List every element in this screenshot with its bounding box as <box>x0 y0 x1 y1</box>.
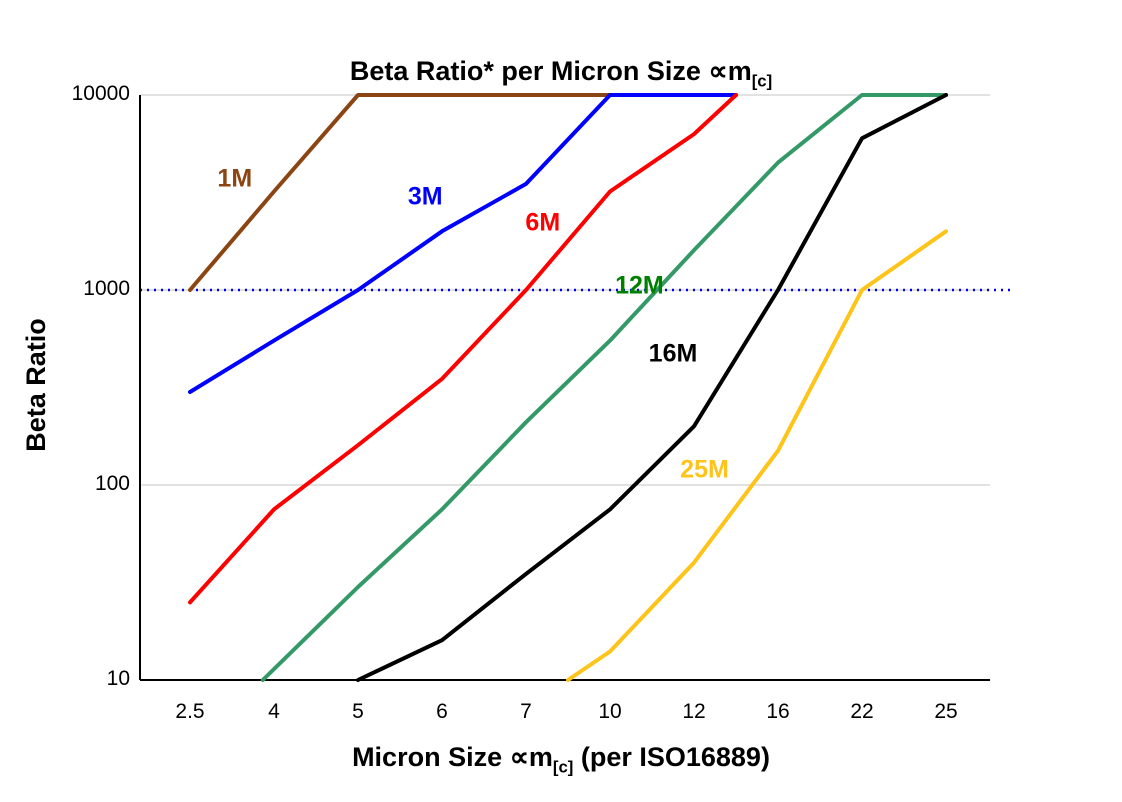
y-tick-100: 100 <box>94 472 130 495</box>
x-tick-22: 22 <box>850 700 874 723</box>
series-line-3M <box>188 93 738 394</box>
micron-symbol: ∝m <box>509 742 553 772</box>
series-label-3M: 3M <box>407 182 443 211</box>
x-tick-12: 12 <box>682 700 706 723</box>
x-tick-25: 25 <box>934 700 958 723</box>
series-line-6M <box>188 93 738 605</box>
x-axis-title-text: Micron Size <box>352 742 510 772</box>
x-axis-title-suffix: (per ISO16889) <box>573 742 770 772</box>
chart-title-text: Beta Ratio* per Micron Size <box>349 56 709 86</box>
series-label-6M: 6M <box>525 208 561 237</box>
series-line-12M <box>260 93 948 682</box>
chart-title: Beta Ratio* per Micron Size ∝m[c] <box>0 56 1122 91</box>
series-label-1M: 1M <box>217 164 253 193</box>
series-line-16M <box>356 93 948 682</box>
x-axis-title: Micron Size ∝m[c] (per ISO16889) <box>0 742 1122 777</box>
x-tick-6: 6 <box>436 700 448 723</box>
series-label-16M: 16M <box>648 339 698 368</box>
x-tick-10: 10 <box>598 700 622 723</box>
x-tick-2.5: 2.5 <box>175 700 205 723</box>
series-label-25M: 25M <box>680 455 729 484</box>
micron-subscript: [c] <box>552 757 574 777</box>
y-tick-1000: 1000 <box>83 277 130 300</box>
x-tick-7: 7 <box>520 700 532 723</box>
micron-symbol: ∝m <box>708 56 752 86</box>
y-tick-10000: 10000 <box>71 82 130 105</box>
series-line-25M <box>566 229 948 682</box>
x-tick-16: 16 <box>766 700 790 723</box>
micron-subscript: [c] <box>751 71 773 91</box>
x-tick-4: 4 <box>268 700 280 723</box>
y-tick-10: 10 <box>106 667 130 690</box>
series-label-12M: 12M <box>615 271 664 300</box>
series-line-1M <box>188 93 612 292</box>
x-tick-5: 5 <box>352 700 364 723</box>
